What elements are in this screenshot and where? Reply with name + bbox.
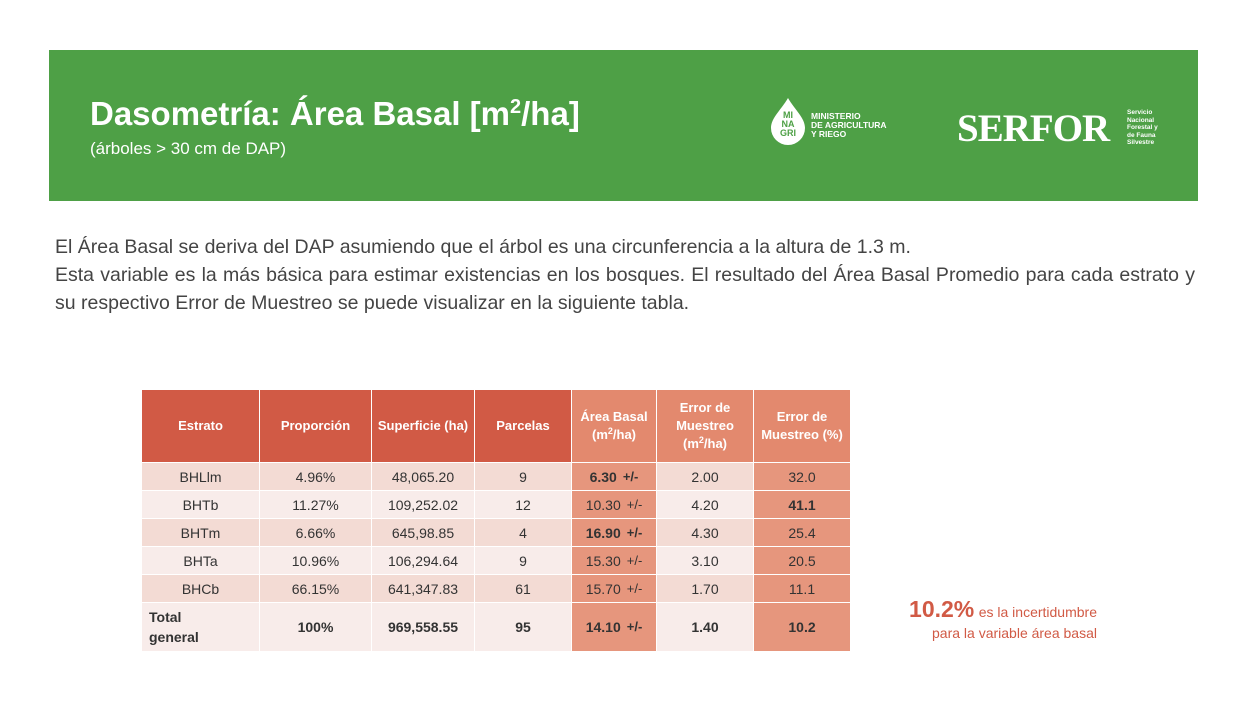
header-area-basal: Área Basal (m2/ha) [571, 389, 657, 463]
serfor-logo-word: SERFOR [957, 107, 1110, 150]
cell-superficie: 109,252.02 [371, 490, 475, 519]
intro-text: El Área Basal se deriva del DAP asumiend… [55, 233, 1195, 317]
cell-error: 4.20 [656, 490, 754, 519]
cell-parcelas: 12 [474, 490, 572, 519]
intro-paragraph-1: El Área Basal se deriva del DAP asumiend… [55, 236, 911, 258]
uncertainty-text-2: para la variable área basal [932, 625, 1097, 641]
cell-proporcion: 6.66% [259, 518, 372, 547]
header-proporcion: Proporción [259, 389, 372, 463]
cell-error: 4.30 [656, 518, 754, 547]
cell-error: 2.00 [656, 462, 754, 491]
table-row-total: Total general 100% 969,558.55 95 14.10 +/-… [141, 602, 851, 652]
page-subtitle: (árboles > 30 cm de DAP) [90, 139, 287, 158]
cell-superficie: 645,98.85 [371, 518, 475, 547]
cell-superficie: 106,294.64 [371, 546, 475, 575]
water-drop-icon [771, 98, 805, 145]
serfor-logo-text: Servicio Nacional Forestal y de Fauna Si… [1127, 109, 1158, 146]
header-banner: Dasometría: Área Basal [m2/ha] (árboles … [49, 50, 1198, 201]
cell-error-pct: 11.1 [753, 574, 851, 603]
cell-error-pct: 25.4 [753, 518, 851, 547]
cell-error-pct: 32.0 [753, 462, 851, 491]
cell-area-basal: 15.30 +/- [571, 546, 657, 575]
cell-proporcion: 10.96% [259, 546, 372, 575]
minagri-logo: MI NA GRI MINISTERIO DE AGRICULTURA Y RI… [767, 96, 907, 146]
basal-area-table: Estrato Proporción Superficie (ha) Parce… [141, 389, 851, 652]
cell-area-basal: 6.30 +/- [571, 462, 657, 491]
cell-estrato: BHCb [141, 574, 260, 603]
uncertainty-note: 10.2% es la incertidumbre para la variab… [863, 596, 1097, 641]
cell-parcelas: 4 [474, 518, 572, 547]
cell-superficie-total: 969,558.55 [371, 602, 475, 652]
cell-estrato: BHTm [141, 518, 260, 547]
cell-parcelas-total: 95 [474, 602, 572, 652]
header-estrato: Estrato [141, 389, 260, 463]
cell-area-basal: 15.70 +/- [571, 574, 657, 603]
minagri-logo-letters: MI NA GRI [779, 110, 796, 138]
intro-paragraph-2: Esta variable es la más básica para esti… [55, 264, 1195, 314]
cell-proporcion-total: 100% [259, 602, 372, 652]
cell-error-pct: 20.5 [753, 546, 851, 575]
uncertainty-text-1: es la incertidumbre [978, 604, 1097, 620]
cell-error-pct: 41.1 [753, 490, 851, 519]
cell-error-pct-total: 10.2 [753, 602, 851, 652]
header-error-muestreo-pct: Error de Muestreo (%) [753, 389, 851, 463]
cell-proporcion: 4.96% [259, 462, 372, 491]
cell-parcelas: 9 [474, 462, 572, 491]
cell-error: 1.70 [656, 574, 754, 603]
cell-estrato: BHTb [141, 490, 260, 519]
cell-estrato: BHLlm [141, 462, 260, 491]
table-row: BHCb 66.15% 641,347.83 61 15.70 +/- 1.70 … [141, 574, 851, 603]
table-row: BHLlm 4.96% 48,065.20 9 6.30 +/- 2.00 32.… [141, 462, 851, 491]
page-title: Dasometría: Área Basal [m2/ha] [90, 95, 580, 132]
header-error-muestreo: Error de Muestreo (m2/ha) [656, 389, 754, 463]
cell-area-basal-total: 14.10 +/- [571, 602, 657, 652]
table-row: BHTb 11.27% 109,252.02 12 10.30 +/- 4.20 … [141, 490, 851, 519]
uncertainty-value: 10.2% [909, 596, 975, 622]
cell-superficie: 48,065.20 [371, 462, 475, 491]
cell-parcelas: 61 [474, 574, 572, 603]
cell-error-total: 1.40 [656, 602, 754, 652]
minagri-logo-text: MINISTERIO DE AGRICULTURA Y RIEGO [811, 111, 887, 139]
table-row: BHTm 6.66% 645,98.85 4 16.90 +/- 4.30 25.… [141, 518, 851, 547]
table-row: BHTa 10.96% 106,294.64 9 15.30 +/- 3.10 2… [141, 546, 851, 575]
cell-error: 3.10 [656, 546, 754, 575]
cell-proporcion: 11.27% [259, 490, 372, 519]
cell-estrato-total: Total general [141, 602, 260, 652]
cell-proporcion: 66.15% [259, 574, 372, 603]
cell-estrato: BHTa [141, 546, 260, 575]
cell-parcelas: 9 [474, 546, 572, 575]
cell-area-basal: 16.90 +/- [571, 518, 657, 547]
header-superficie: Superficie (ha) [371, 389, 475, 463]
table-header-row: Estrato Proporción Superficie (ha) Parce… [141, 389, 851, 463]
cell-superficie: 641,347.83 [371, 574, 475, 603]
header-parcelas: Parcelas [474, 389, 572, 463]
cell-area-basal: 10.30 +/- [571, 490, 657, 519]
